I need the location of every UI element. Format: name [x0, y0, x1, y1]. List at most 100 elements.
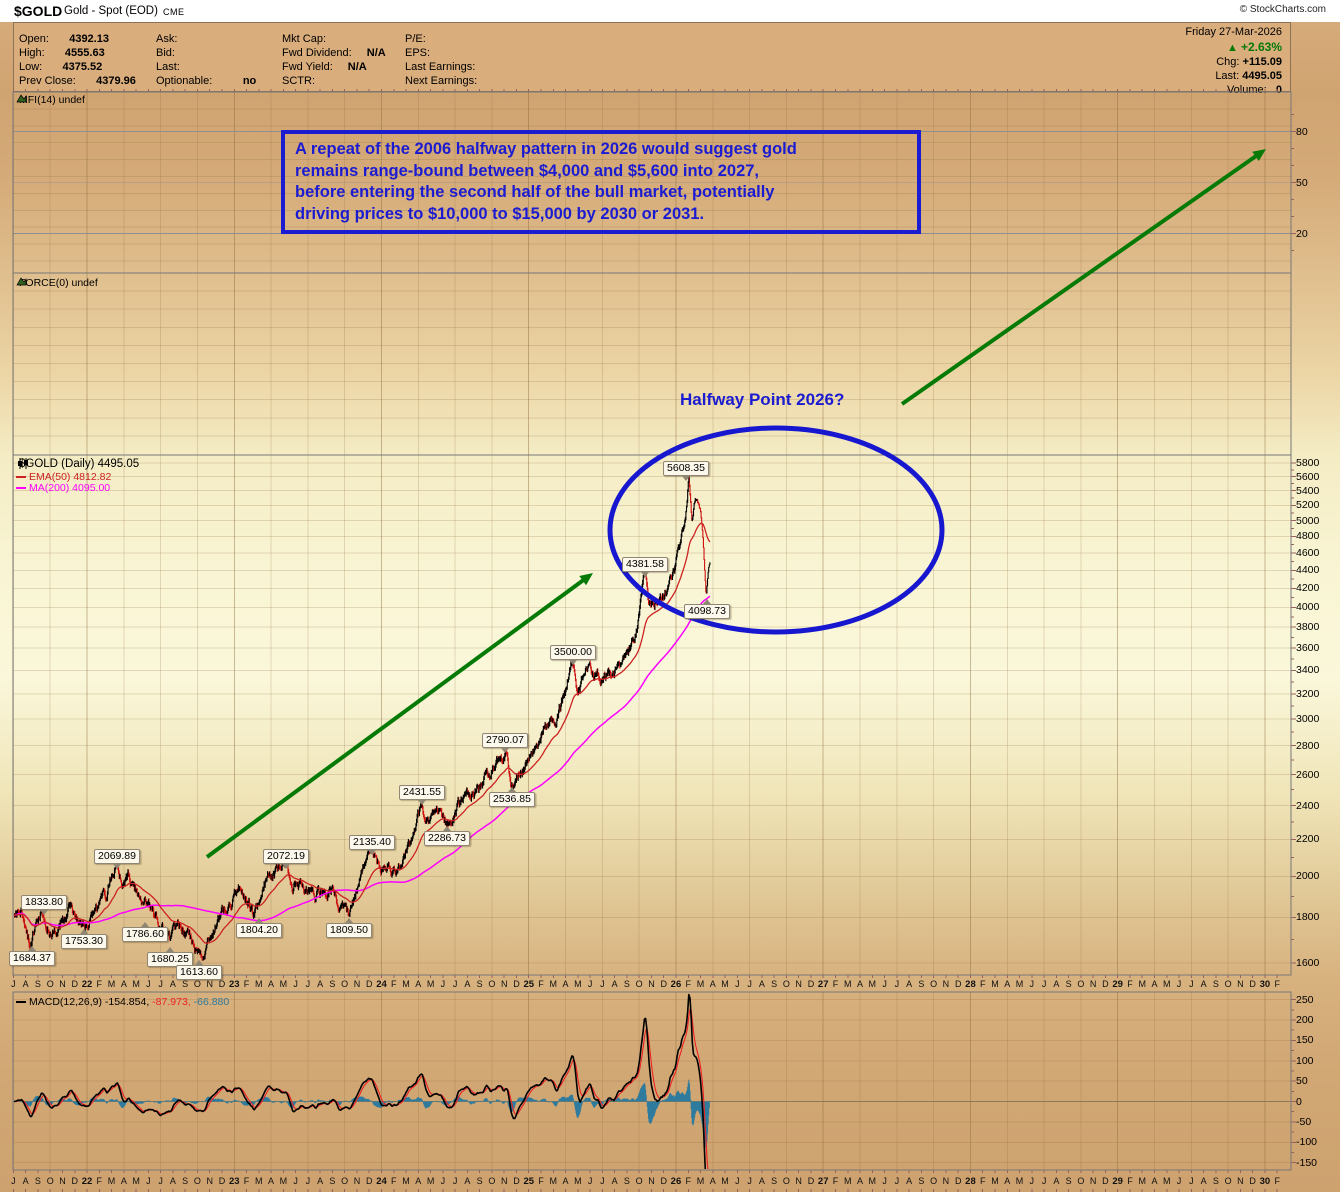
x-tick-label: 27	[817, 1176, 829, 1187]
x-tick-label: A	[1200, 1176, 1207, 1186]
callout-pointer-icon	[703, 599, 711, 604]
x-tick-label: F	[832, 979, 839, 989]
x-tick-label: M	[868, 1176, 877, 1186]
x-tick-label: A	[464, 1176, 471, 1186]
callout-pointer-icon	[80, 929, 88, 934]
callout-pointer-icon	[508, 787, 516, 792]
x-tick-label: O	[1224, 979, 1232, 989]
x-tick-label: A	[1151, 979, 1158, 989]
x-tick-label: D	[71, 979, 79, 989]
callout-pointer-icon	[113, 864, 121, 869]
price-callout-value: 4381.58	[622, 557, 668, 572]
quote-field: Prev Close: 4379.96	[19, 75, 136, 87]
x-tick-label: M	[696, 1176, 705, 1186]
x-tick-label: J	[146, 1176, 151, 1186]
x-tick-label: J	[747, 979, 752, 989]
x-tick-label: M	[132, 979, 140, 989]
x-tick-label: A	[562, 1176, 569, 1186]
y-tick-label: 80	[1296, 125, 1308, 138]
x-tick-label: N	[353, 979, 361, 989]
price-callout-value: 2135.40	[349, 835, 395, 850]
x-tick-label: J	[587, 1176, 593, 1186]
x-tick-label: D	[1249, 1176, 1256, 1186]
session-date: Friday 27-Mar-2026	[1185, 26, 1282, 38]
price-callout: 1809.50	[326, 918, 372, 938]
price-callout: 4381.58	[622, 557, 668, 577]
x-tick-label: F	[538, 1176, 544, 1186]
x-tick-label: M	[1163, 1176, 1171, 1186]
quote-field: Open: 4392.13	[19, 33, 109, 45]
annotation-line: A repeat of the 2006 halfway pattern in …	[295, 140, 797, 158]
x-tick-label: S	[1212, 979, 1219, 989]
x-tick-label: O	[46, 1176, 54, 1186]
x-tick-label: N	[206, 979, 213, 989]
y-tick-label: 4000	[1296, 601, 1320, 614]
x-tick-label: M	[549, 1176, 558, 1186]
quote-field: Next Earnings:	[405, 75, 478, 87]
price-callout-value: 2072.19	[263, 849, 309, 864]
price-callout: 1684.37	[9, 946, 55, 966]
x-tick-label: D	[218, 1176, 226, 1186]
price-candles	[14, 474, 711, 961]
callout-pointer-icon	[28, 946, 36, 951]
x-tick-label: M	[549, 979, 558, 989]
stockcharts-copyright-link[interactable]: © StockCharts.com	[1239, 4, 1326, 15]
x-tick-label: M	[991, 979, 999, 989]
x-tick-label: J	[1029, 1176, 1035, 1186]
x-tick-label: J	[735, 1176, 740, 1186]
price-callout: 5608.35	[663, 461, 709, 481]
x-tick-label: M	[255, 1176, 263, 1186]
y-tick-label: 5800	[1296, 457, 1320, 469]
quote-right-block: Friday 27-Mar-2026 ▲ +2.63% Chg: +115.09…	[1092, 23, 1282, 96]
x-tick-label: F	[979, 1176, 986, 1186]
ema-line-swatch	[16, 476, 26, 479]
x-tick-label: S	[476, 979, 483, 989]
ma-legend: MA(200) 4095.00	[16, 482, 110, 494]
x-tick-label: F	[96, 979, 103, 989]
x-tick-label: M	[721, 979, 729, 989]
x-tick-label: N	[353, 1176, 361, 1186]
price-callout-value: 1680.25	[147, 952, 193, 967]
y-tick-label: 2400	[1296, 799, 1320, 812]
last-value: Last: 4495.05	[1215, 70, 1282, 82]
x-tick-label: 22	[81, 1176, 93, 1187]
x-tick-label: A	[1053, 1176, 1060, 1186]
quote-field: SCTR:	[282, 75, 315, 87]
x-tick-label: M	[426, 979, 435, 989]
x-tick-label: D	[1102, 1176, 1109, 1186]
x-tick-label: O	[1224, 1176, 1232, 1186]
x-tick-label: N	[500, 979, 508, 989]
price-callout: 1680.25	[147, 947, 193, 967]
x-tick-label: J	[894, 979, 900, 989]
x-tick-label: S	[623, 1176, 630, 1186]
x-tick-label: S	[1065, 1176, 1072, 1186]
instrument-name: Gold - Spot (EOD)	[64, 5, 158, 17]
x-tick-label: M	[279, 979, 288, 989]
x-tick-label: M	[991, 1176, 999, 1186]
quote-field: Mkt Cap:	[282, 33, 327, 45]
price-callout-value: 1684.37	[9, 951, 55, 966]
x-tick-label: M	[426, 1176, 435, 1186]
y-tick-label: 250	[1296, 993, 1314, 1006]
x-tick-label: A	[906, 1176, 913, 1186]
y-tick-label: 50	[1296, 176, 1308, 189]
x-tick-label: N	[59, 979, 66, 989]
x-tick-label: J	[600, 1176, 605, 1186]
x-tick-label: F	[832, 1176, 839, 1186]
x-tick-label: A	[120, 979, 127, 989]
x-tick-label: M	[844, 979, 852, 989]
price-callout: 1786.60	[122, 922, 168, 942]
x-tick-label: A	[758, 1176, 765, 1186]
ticker-symbol: $GOLD	[14, 3, 63, 19]
price-callout-value: 3500.00	[550, 645, 596, 660]
x-tick-label: 25	[523, 979, 535, 990]
callout-pointer-icon	[195, 960, 203, 965]
x-tick-label: J	[11, 1176, 16, 1186]
callout-pointer-icon	[40, 910, 48, 915]
x-tick-label: S	[771, 979, 778, 989]
y-tick-label: 3600	[1296, 642, 1320, 655]
x-tick-label: 27	[817, 979, 829, 990]
annotation-line: driving prices to $10,000 to $15,000 by …	[295, 204, 705, 223]
x-tick-label: O	[635, 979, 643, 989]
